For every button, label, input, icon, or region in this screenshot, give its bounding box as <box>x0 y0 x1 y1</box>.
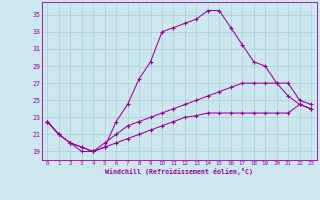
X-axis label: Windchill (Refroidissement éolien,°C): Windchill (Refroidissement éolien,°C) <box>105 168 253 175</box>
